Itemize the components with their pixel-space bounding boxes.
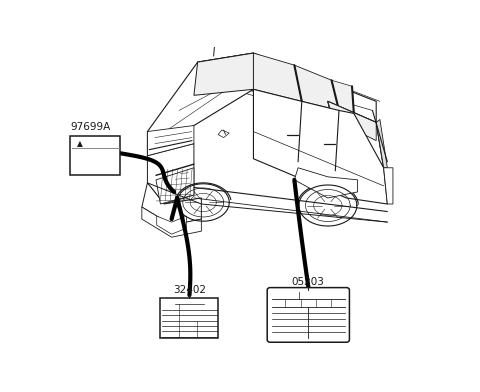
Polygon shape xyxy=(198,53,376,122)
Polygon shape xyxy=(294,65,339,111)
Polygon shape xyxy=(376,120,387,168)
Polygon shape xyxy=(194,53,253,95)
Polygon shape xyxy=(147,125,194,156)
Bar xyxy=(70,136,120,175)
Text: 97699A: 97699A xyxy=(70,122,110,132)
Text: 05203: 05203 xyxy=(292,277,325,287)
Polygon shape xyxy=(142,183,202,225)
Text: ▲: ▲ xyxy=(77,139,83,148)
Polygon shape xyxy=(328,102,376,141)
Polygon shape xyxy=(384,168,393,204)
Polygon shape xyxy=(294,168,358,198)
Polygon shape xyxy=(253,89,387,204)
FancyBboxPatch shape xyxy=(267,288,349,342)
Polygon shape xyxy=(142,207,202,237)
Polygon shape xyxy=(218,130,229,138)
Polygon shape xyxy=(253,53,302,102)
Polygon shape xyxy=(328,102,384,168)
Polygon shape xyxy=(156,216,186,234)
Text: 32402: 32402 xyxy=(173,285,206,294)
Polygon shape xyxy=(332,80,354,113)
Polygon shape xyxy=(147,53,253,156)
Bar xyxy=(160,298,218,338)
Polygon shape xyxy=(156,168,194,204)
Polygon shape xyxy=(147,143,194,204)
